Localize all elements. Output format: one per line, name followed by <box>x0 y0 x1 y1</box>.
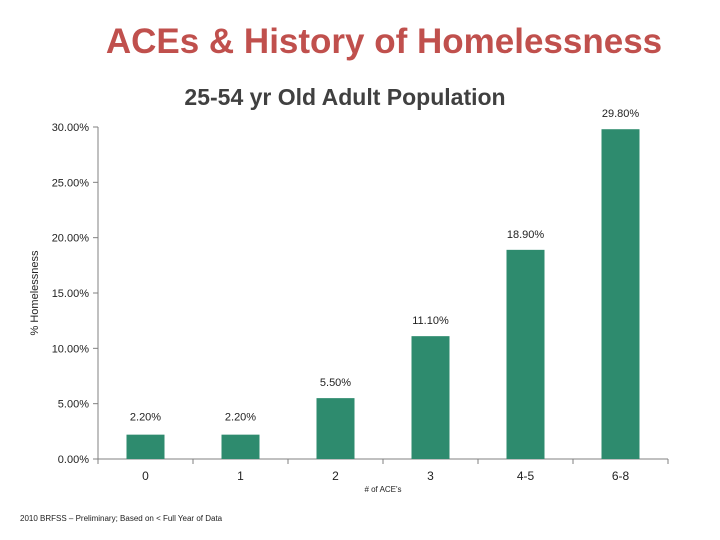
y-tick-label: 10.00% <box>52 343 90 355</box>
y-axis-title: % Homelessness <box>29 250 41 335</box>
data-label: 18.90% <box>507 229 545 241</box>
data-label: 5.50% <box>320 377 351 389</box>
x-axis-title: # of ACE's <box>364 485 401 494</box>
x-tick-label: 1 <box>237 469 244 483</box>
y-tick-label: 0.00% <box>58 454 89 466</box>
x-tick-label: 3 <box>427 469 434 483</box>
chart-labels: 2.20% 0 2.20% 1 5.50% 2 11.10% 3 18.90% 4-5 29.80%… <box>130 108 639 483</box>
chart-title: 25-54 yr Old Adult Population <box>184 84 506 110</box>
x-tick-label: 0 <box>142 469 149 483</box>
y-tick-label: 15.00% <box>52 288 90 300</box>
chart-axes: 0.00% 5.00% 10.00% 15.00% 20.00% 25.00% 30.00%… <box>29 122 669 494</box>
y-tick-label: 20.00% <box>52 233 90 245</box>
y-tick-label: 25.00% <box>52 177 90 189</box>
x-tick-label: 6-8 <box>612 469 630 483</box>
data-label: 2.20% <box>130 412 161 424</box>
bar-2 <box>316 398 355 459</box>
data-label: 11.10% <box>412 315 449 327</box>
data-label: 2.20% <box>225 412 256 424</box>
chart-bars <box>126 129 640 460</box>
bar-1 <box>221 434 260 459</box>
slide-title: ACEs & History of Homelessness <box>105 22 663 61</box>
footnote: 2010 BRFSS – Preliminary; Based on < Ful… <box>20 514 223 523</box>
x-tick-label: 4-5 <box>517 469 535 483</box>
bar-3 <box>411 336 450 459</box>
y-tick-label: 30.00% <box>52 122 90 134</box>
data-label: 29.80% <box>602 108 640 120</box>
y-tick-label: 5.00% <box>58 399 89 411</box>
bar-0 <box>126 434 165 459</box>
bar-4-5 <box>506 249 545 459</box>
bar-6-8 <box>601 129 640 460</box>
x-tick-label: 2 <box>332 469 339 483</box>
